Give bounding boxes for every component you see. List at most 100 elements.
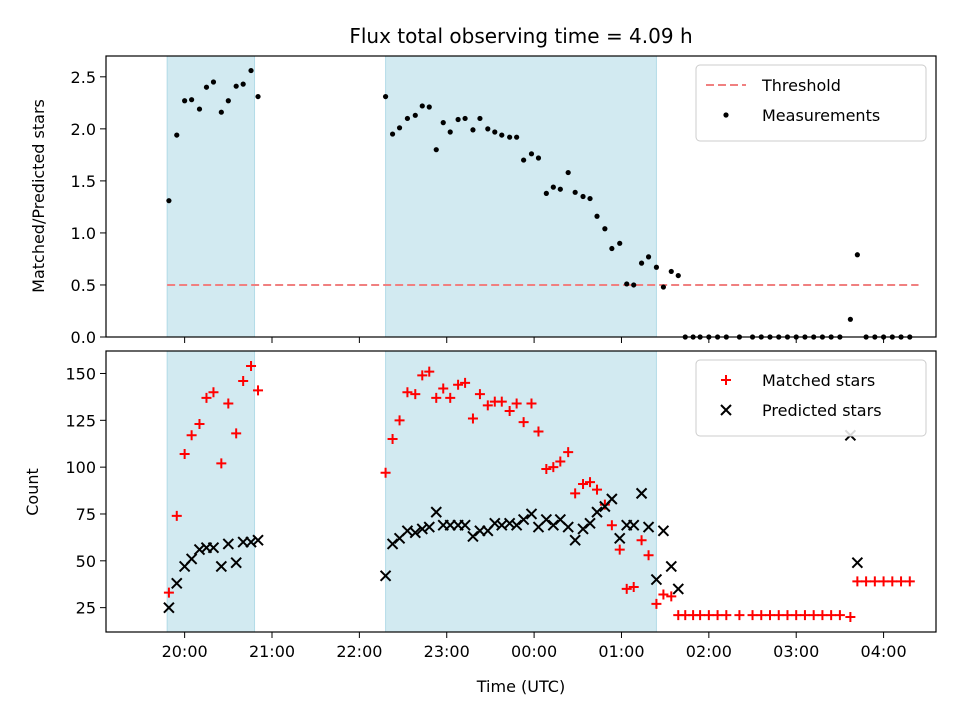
legend-label: Matched stars [762,371,875,390]
data-point [721,610,732,621]
data-point [496,396,507,407]
data-point [563,447,574,458]
y-tick-label: 100 [65,458,96,477]
data-point [638,260,645,266]
data-point [433,147,439,153]
data-point [382,93,389,100]
data-point [869,576,880,587]
bottom-y-axis-label: Count [23,468,42,516]
y-tick-label: 0.0 [71,328,96,347]
x-tick-label: 00:00 [511,642,557,661]
y-tick-label: 1.0 [71,224,96,243]
data-point [617,240,623,246]
data-point [734,610,745,621]
data-point [578,479,589,490]
data-point [541,464,552,475]
data-point [189,97,195,103]
y-tick-label: 50 [76,552,96,571]
data-point [712,610,723,621]
y-tick-label: 25 [76,599,96,618]
legend: Threshold Measurements [695,64,927,142]
data-point [854,252,860,258]
y-tick-label: 0.5 [71,276,96,295]
data-point [246,360,257,371]
y-tick-label: 125 [65,411,96,430]
y-tick-label: 75 [76,505,96,524]
data-point [645,254,652,260]
x-tick-label: 03:00 [773,642,819,661]
data-point [861,576,872,587]
data-point [657,525,670,537]
data-point [163,587,174,598]
data-point [412,112,418,118]
data-point [203,84,210,90]
data-point [817,610,828,621]
top-y-axis-label: Matched/Predicted stars [29,99,48,293]
data-point [424,366,435,377]
data-point [791,610,802,621]
data-point [594,213,600,219]
data-point [455,116,461,123]
data-point [896,576,907,587]
legend-box [695,64,927,142]
data-point [389,131,396,137]
data-point [548,462,559,473]
y-tick-label: 2.5 [71,68,96,87]
data-point [557,186,563,192]
data-point [621,583,632,594]
data-point [521,157,527,163]
data-point [852,576,863,587]
data-point [591,506,603,518]
data-point [651,598,662,609]
data-point [182,98,188,104]
data-point [614,532,626,545]
data-point [666,591,677,602]
data-point [525,508,538,520]
data-point [606,520,617,531]
legend-swatch [723,112,729,118]
data-point [606,493,618,505]
data-point [599,499,610,510]
shaded-interval-1 [166,55,256,338]
ratio-panel: 0.0 0.5 1.0 1.5 2.0 2.5 Threshold Measurements [71,55,937,347]
data-point [207,541,220,554]
legend: Matched stars Predicted stars [695,359,927,437]
data-point [409,527,421,539]
data-point [210,79,217,85]
data-point [504,405,515,416]
data-point [580,193,586,200]
data-point [668,268,674,275]
x-tick-label: 23:00 [424,642,470,661]
data-point [474,389,485,400]
data-point [507,134,513,140]
data-point [163,601,175,614]
x-tick-label: 22:00 [336,642,382,661]
data-point [253,385,264,396]
data-point [672,583,684,595]
y-tick-label: 2.0 [71,120,96,139]
data-point [248,67,254,74]
data-point [609,245,615,252]
data-point [614,544,625,555]
data-point [416,523,428,535]
data-point [756,610,767,621]
legend-label: Predicted stars [762,401,882,420]
x-tick-label: 20:00 [162,642,208,661]
data-point [245,536,257,548]
data-point [223,398,234,409]
legend-label: Threshold [761,76,841,95]
data-point [585,477,596,488]
data-point [419,103,425,109]
x-axis-label: Time (UTC) [476,677,565,696]
data-point [396,125,403,131]
legend-label: Measurements [762,106,880,125]
data-point [186,430,197,441]
data-point [453,379,464,390]
data-point [782,610,793,621]
data-point [417,370,428,381]
data-point [627,519,640,531]
data-point [387,434,398,445]
data-point [215,560,228,573]
data-point [470,127,476,133]
